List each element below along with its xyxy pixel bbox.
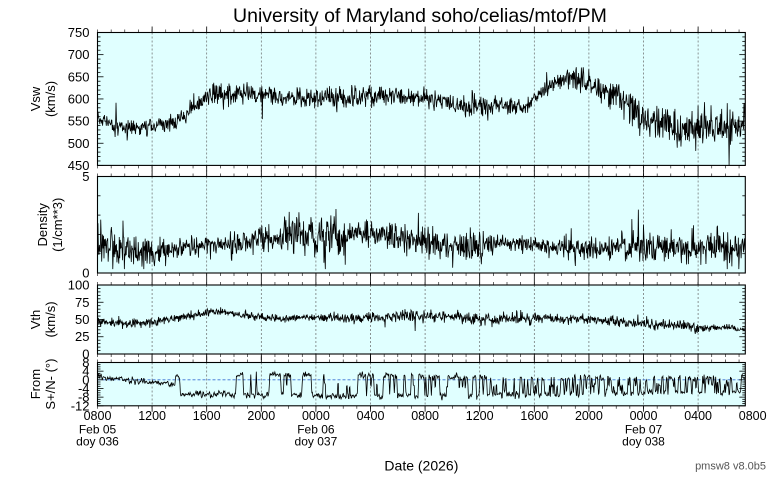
svg-text:50: 50 bbox=[75, 312, 89, 327]
svg-text:2000: 2000 bbox=[575, 409, 603, 423]
svg-text:8: 8 bbox=[82, 355, 89, 370]
svg-text:750: 750 bbox=[68, 25, 90, 40]
svg-text:pmsw8 v8.0b5: pmsw8 v8.0b5 bbox=[695, 461, 766, 473]
svg-text:0000: 0000 bbox=[630, 409, 658, 423]
svg-text:0800: 0800 bbox=[411, 409, 439, 423]
svg-text:1600: 1600 bbox=[193, 409, 221, 423]
svg-text:S+/N- (°): S+/N- (°) bbox=[43, 359, 58, 410]
svg-text:Vsw: Vsw bbox=[28, 86, 43, 111]
svg-text:Vth: Vth bbox=[28, 310, 43, 330]
svg-text:(km/s): (km/s) bbox=[43, 301, 58, 337]
svg-text:25: 25 bbox=[75, 329, 89, 344]
svg-text:700: 700 bbox=[68, 47, 90, 62]
svg-text:550: 550 bbox=[68, 114, 90, 129]
svg-text:100: 100 bbox=[68, 278, 90, 293]
svg-text:1600: 1600 bbox=[520, 409, 548, 423]
svg-text:650: 650 bbox=[68, 69, 90, 84]
svg-text:0400: 0400 bbox=[684, 409, 712, 423]
svg-text:(km/s): (km/s) bbox=[43, 81, 58, 117]
svg-text:Date (2026): Date (2026) bbox=[384, 458, 458, 474]
svg-text:Density: Density bbox=[35, 203, 50, 247]
svg-text:doy 038: doy 038 bbox=[622, 435, 665, 449]
svg-text:University of Maryland soho/c: University of Maryland soho/celias/mtof/… bbox=[233, 5, 607, 27]
svg-text:75: 75 bbox=[75, 295, 89, 310]
svg-text:1200: 1200 bbox=[466, 409, 494, 423]
svg-text:0400: 0400 bbox=[357, 409, 385, 423]
svg-text:1200: 1200 bbox=[138, 409, 166, 423]
svg-text:0800: 0800 bbox=[84, 409, 112, 423]
svg-text:From: From bbox=[28, 369, 43, 399]
svg-text:5: 5 bbox=[82, 169, 89, 184]
svg-text:(1/cm**3): (1/cm**3) bbox=[50, 198, 65, 252]
svg-text:600: 600 bbox=[68, 92, 90, 107]
svg-text:doy 037: doy 037 bbox=[295, 435, 338, 449]
svg-text:2000: 2000 bbox=[247, 409, 275, 423]
svg-text:doy 036: doy 036 bbox=[76, 435, 119, 449]
svg-text:0000: 0000 bbox=[302, 409, 330, 423]
svg-text:0800: 0800 bbox=[739, 409, 767, 423]
svg-text:500: 500 bbox=[68, 136, 90, 151]
